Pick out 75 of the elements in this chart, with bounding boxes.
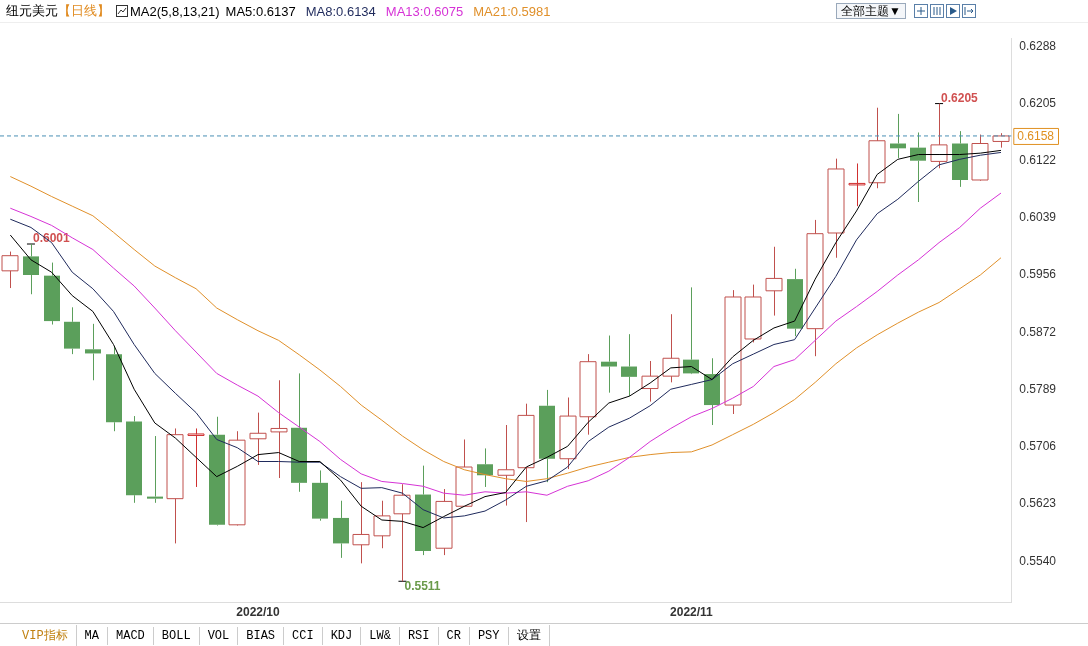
text: MA5:0.6137: [225, 3, 296, 19]
candlestick: [187, 427, 205, 488]
candlestick: [539, 389, 555, 483]
annotation: 0.5511: [404, 578, 441, 593]
y-tick-label: 0.5956: [1019, 267, 1057, 282]
candlestick: [517, 403, 535, 523]
text: CR: [438, 626, 470, 645]
text: MA8:0.6134: [305, 3, 376, 19]
candlestick: [270, 379, 288, 479]
text: VOL: [199, 626, 239, 645]
candlestick: [641, 360, 659, 403]
candlestick: [333, 500, 349, 559]
candlestick: [352, 481, 370, 564]
candlestick: [827, 158, 845, 259]
candlestick: [85, 323, 101, 381]
y-tick-label: 0.6039: [1019, 210, 1057, 225]
candlestick: [765, 246, 783, 317]
candlestick: [373, 500, 391, 549]
text: BIAS: [238, 626, 285, 645]
chart-title: 纽元美元: [6, 2, 58, 20]
text: MA21:0.5981: [473, 3, 551, 19]
text: CCI: [284, 626, 323, 645]
candlestick: [415, 465, 431, 556]
x-tick-label: 2022/11: [670, 605, 714, 620]
candlestick: [166, 427, 184, 544]
candlestick: [579, 353, 597, 436]
y-tick-label: 0.5623: [1019, 496, 1057, 511]
candlestick: [621, 333, 637, 397]
y-tick-label: 0.5540: [1019, 553, 1057, 568]
candlestick: [662, 313, 680, 383]
chart-subtitle: 【日线】: [58, 2, 110, 20]
y-tick-label: 0.5706: [1019, 439, 1057, 454]
candlestick: [435, 488, 453, 556]
candlestick: [312, 469, 328, 522]
text: BOLL: [153, 626, 200, 645]
ref-line-label: 0.6158: [1017, 129, 1055, 144]
candlestick: [291, 372, 307, 493]
candlestick: [249, 412, 267, 466]
text: 设置: [508, 625, 550, 646]
legend-title: MA2(5,8,13,21): [130, 3, 220, 19]
candlestick: [910, 132, 926, 203]
text: PSY: [469, 626, 509, 645]
candlestick: [209, 416, 225, 525]
candlestick: [1, 251, 19, 289]
candlestick: [64, 306, 80, 355]
annotation: 0.6205: [941, 90, 979, 105]
text: VIP指标: [14, 625, 77, 646]
candlestick: [477, 447, 493, 488]
text: RSI: [399, 626, 439, 645]
candlestick: [952, 130, 968, 188]
text: MACD: [108, 626, 154, 645]
candlestick: [23, 243, 39, 295]
candlestick: [868, 107, 886, 189]
text: MA13:0.6075: [385, 3, 464, 19]
candlestick: [601, 335, 617, 394]
text: KDJ: [322, 626, 362, 645]
y-tick-label: 0.5789: [1019, 382, 1057, 397]
candlestick: [126, 415, 142, 504]
text: MA: [76, 626, 109, 645]
candlestick: [455, 438, 473, 507]
y-tick-label: 0.6205: [1019, 95, 1057, 110]
candlestick: [848, 162, 866, 207]
y-tick-label: 0.5872: [1019, 325, 1057, 340]
y-tick-label: 0.6122: [1019, 153, 1057, 168]
candlestick: [704, 357, 720, 426]
y-tick-label: 0.6288: [1019, 38, 1057, 53]
candlestick: [559, 396, 577, 470]
candlestick: [787, 268, 803, 337]
text: LW&: [361, 626, 400, 645]
candlestick: [497, 424, 515, 507]
x-tick-label: 2022/10: [236, 605, 280, 620]
candlestick: [806, 219, 824, 357]
candlestick: [147, 435, 163, 504]
text: 全部主题▼: [836, 3, 906, 19]
candlestick: [228, 430, 246, 526]
